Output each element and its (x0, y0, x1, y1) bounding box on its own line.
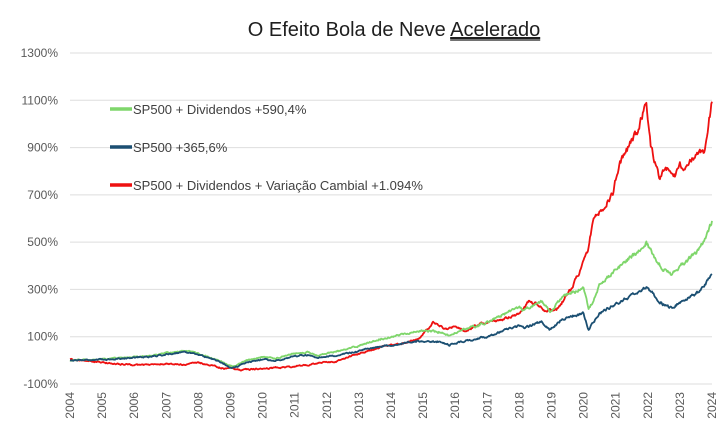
y-tick-label: 1300% (21, 46, 59, 60)
x-tick-label: 2017 (480, 392, 494, 419)
chart-title: O Efeito Bola de Neve Acelerado (248, 19, 540, 41)
x-tick-label: 2004 (63, 392, 77, 419)
x-tick-label: 2022 (641, 392, 655, 419)
x-tick-label: 2011 (288, 392, 302, 418)
chart-title-part-1: O Efeito Bola de Neve (248, 19, 450, 41)
grid-layer (70, 52, 712, 385)
y-tick-label: 900% (27, 141, 58, 155)
x-tick-label: 2014 (384, 392, 398, 419)
x-tick-label: 2012 (320, 392, 334, 419)
legend-label-sp500: SP500 +365,6% (133, 140, 228, 155)
x-tick-label: 2019 (545, 392, 559, 419)
legend: SP500 + Dividendos +590,4% SP500 +365,6% S… (110, 102, 423, 193)
y-axis: -100% 100% 300% 500% 700% 900% 1100% 1300% (21, 46, 59, 391)
x-tick-label: 2008 (191, 392, 205, 419)
x-tick-label: 2005 (95, 392, 109, 419)
x-tick-label: 2024 (705, 392, 719, 419)
y-tick-label: -100% (23, 377, 58, 391)
y-tick-label: 100% (27, 330, 58, 344)
y-tick-label: 500% (27, 235, 58, 249)
x-tick-label: 2020 (577, 392, 591, 419)
x-tick-label: 2013 (352, 392, 366, 419)
series-line-sp500 (69, 273, 713, 370)
series-line-sp500-dividends-fx (69, 101, 713, 372)
y-tick-label: 1100% (22, 93, 59, 107)
x-tick-label: 2007 (159, 392, 173, 419)
series-line-sp500-dividends (69, 220, 713, 368)
series-layer (69, 101, 713, 372)
x-tick-label: 2010 (256, 392, 270, 419)
y-tick-label: 300% (27, 282, 58, 296)
x-tick-label: 2006 (127, 392, 141, 419)
x-tick-label: 2016 (448, 392, 462, 419)
legend-label-sp500-dividends-fx: SP500 + Dividendos + Variação Cambial +1… (133, 178, 423, 193)
x-tick-label: 2015 (416, 392, 430, 419)
x-tick-label: 2018 (512, 392, 526, 419)
x-tick-label: 2021 (609, 392, 623, 419)
y-tick-label: 700% (27, 188, 58, 202)
chart-title-part-2: Acelerado (450, 19, 540, 41)
legend-label-sp500-dividends: SP500 + Dividendos +590,4% (133, 102, 307, 117)
x-tick-label: 2023 (673, 392, 687, 419)
x-axis: 2004 2005 2006 2007 2008 2009 2010 2011 2012 2013… (63, 392, 719, 419)
x-tick-label: 2009 (224, 392, 238, 419)
